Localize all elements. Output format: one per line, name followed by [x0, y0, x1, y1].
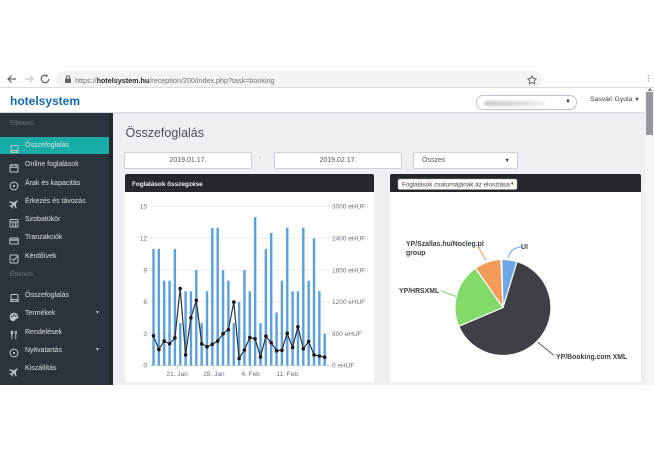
svg-text:0: 0	[143, 363, 147, 370]
svg-text:4. Feb: 4. Feb	[241, 371, 260, 378]
svg-text:3: 3	[143, 331, 147, 338]
svg-text:21. Jan: 21. Jan	[167, 371, 189, 378]
svg-text:28. Jan: 28. Jan	[203, 371, 225, 378]
svg-text:YP/Szallas.hu/Nocleg.pl: YP/Szallas.hu/Nocleg.pl	[406, 241, 484, 248]
svg-text:11. Feb: 11. Feb	[276, 371, 298, 378]
svg-text:1200 eHUF: 1200 eHUF	[332, 299, 365, 306]
svg-text:600 eHUF: 600 eHUF	[332, 331, 362, 338]
svg-text:1800 eHUF: 1800 eHUF	[332, 267, 365, 274]
svg-text:Foglalások összegzése: Foglalások összegzése	[132, 181, 203, 188]
svg-text:UI: UI	[521, 244, 528, 251]
svg-text:2400 eHUF: 2400 eHUF	[332, 236, 365, 243]
svg-text:YP/Booking.com XML: YP/Booking.com XML	[556, 354, 627, 361]
svg-text:group: group	[406, 250, 426, 257]
svg-text:6: 6	[143, 299, 147, 306]
svg-text:3000 eHUF: 3000 eHUF	[332, 204, 365, 211]
svg-text:15: 15	[140, 204, 148, 211]
svg-text:0 eHUF: 0 eHUF	[332, 363, 354, 370]
svg-text:9: 9	[143, 267, 147, 274]
svg-text:Foglalások csatornájának az el: Foglalások csatornájának az eloszlása	[402, 182, 510, 189]
svg-text:YP/HRSXML: YP/HRSXML	[399, 288, 439, 295]
svg-text:12: 12	[140, 236, 148, 243]
